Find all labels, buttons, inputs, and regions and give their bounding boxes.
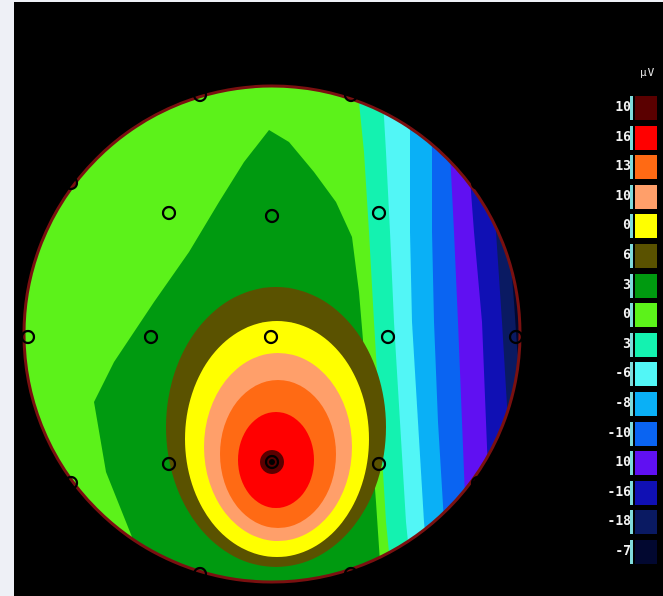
- scale-row: -8: [599, 392, 663, 416]
- unit-label: μV: [640, 66, 656, 79]
- scale-row: 10: [599, 451, 663, 476]
- scale-tick: [630, 214, 633, 239]
- scale-label: 0: [623, 307, 631, 323]
- scale-swatch: [635, 125, 657, 150]
- scale-label: 10: [615, 100, 631, 115]
- scale-row: 0: [599, 214, 663, 239]
- electrode-marker: [371, 205, 387, 221]
- scale-tick: [630, 540, 633, 564]
- scale-swatch: [635, 480, 657, 505]
- scale-tick: [630, 421, 633, 446]
- scale-tick: [630, 96, 633, 120]
- electrode-marker: [508, 329, 524, 345]
- scale-tick: [630, 125, 633, 150]
- scale-tick: [630, 303, 633, 328]
- scale-row: 6: [599, 244, 663, 268]
- scale-row: 0: [599, 303, 663, 328]
- scale-swatch: [635, 510, 657, 535]
- scale-row: 10: [599, 96, 663, 120]
- electrode-marker: [192, 87, 208, 103]
- electrode-marker: [264, 208, 280, 224]
- scale-label: 10: [615, 188, 631, 204]
- electrode-layer: [20, 87, 524, 582]
- scale-label: -8: [615, 396, 631, 411]
- scale-swatch: [635, 451, 657, 476]
- scale-label: 10: [615, 455, 631, 471]
- scale-swatch: [635, 214, 657, 239]
- scale-swatch: [635, 362, 657, 387]
- scale-row: -16: [599, 480, 663, 505]
- scale-row: 3: [599, 273, 663, 298]
- scale-swatch: [635, 184, 657, 209]
- scale-swatch: [635, 332, 657, 357]
- scale-swatch: [635, 392, 657, 416]
- electrode-marker: [143, 329, 159, 345]
- electrode-marker: [470, 475, 486, 491]
- scale-row: 13: [599, 155, 663, 180]
- electrode-center: [269, 459, 275, 465]
- scale-swatch: [635, 540, 657, 564]
- electrode-marker: [343, 87, 359, 103]
- electrode-marker: [20, 329, 36, 345]
- scale-swatch: [635, 96, 657, 120]
- scale-tick: [630, 332, 633, 357]
- scale-tick: [630, 510, 633, 535]
- scale-label: 3: [623, 277, 631, 293]
- electrode-marker: [161, 205, 177, 221]
- scale-label: 3: [623, 336, 631, 352]
- scale-tick: [630, 392, 633, 416]
- scale-swatch: [635, 303, 657, 328]
- scale-row: -10: [599, 421, 663, 446]
- scale-row: -18: [599, 510, 663, 535]
- electrode-marker: [263, 329, 279, 345]
- electrode-marker: [380, 329, 396, 345]
- electrode-marker: [343, 566, 359, 582]
- electrode-marker: [63, 175, 79, 191]
- scale-label: 13: [615, 159, 631, 175]
- electrode-marker: [371, 456, 387, 472]
- scale-label: -6: [615, 366, 631, 382]
- scale-swatch: [635, 155, 657, 180]
- scale-swatch: [635, 421, 657, 446]
- electrode-marker: [470, 175, 486, 191]
- scale-label: 0: [623, 218, 631, 234]
- electrode-marker: [161, 456, 177, 472]
- scale-swatch: [635, 273, 657, 298]
- scale-tick: [630, 273, 633, 298]
- scale-label: -10: [607, 425, 631, 441]
- scale-row: 10: [599, 184, 663, 209]
- scale-tick: [630, 480, 633, 505]
- scale-row: 3: [599, 332, 663, 357]
- scale-tick: [630, 244, 633, 268]
- scale-tick: [630, 451, 633, 476]
- scale-row: 16: [599, 125, 663, 150]
- topographic-map-panel: μV 10 16 13 10 0 6 3 0 3 -6 -8 -10 10 -16 -18 -7: [14, 2, 663, 596]
- scale-label: -16: [607, 484, 631, 500]
- scale-label: 6: [623, 248, 631, 263]
- scale-tick: [630, 184, 633, 209]
- scale-swatch: [635, 244, 657, 268]
- electrode-marker: [192, 566, 208, 582]
- scale-label: -7: [615, 544, 631, 559]
- scale-label: 16: [615, 129, 631, 145]
- head-map: [20, 84, 524, 584]
- electrode-marker: [264, 454, 280, 470]
- scale-tick: [630, 362, 633, 387]
- scale-tick: [630, 155, 633, 180]
- scale-label: -18: [607, 514, 631, 530]
- color-scale: 10 16 13 10 0 6 3 0 3 -6 -8 -10 10 -16 -18 -7: [599, 96, 663, 572]
- electrode-marker: [63, 475, 79, 491]
- scale-row: -6: [599, 362, 663, 387]
- scale-row: -7: [599, 540, 663, 564]
